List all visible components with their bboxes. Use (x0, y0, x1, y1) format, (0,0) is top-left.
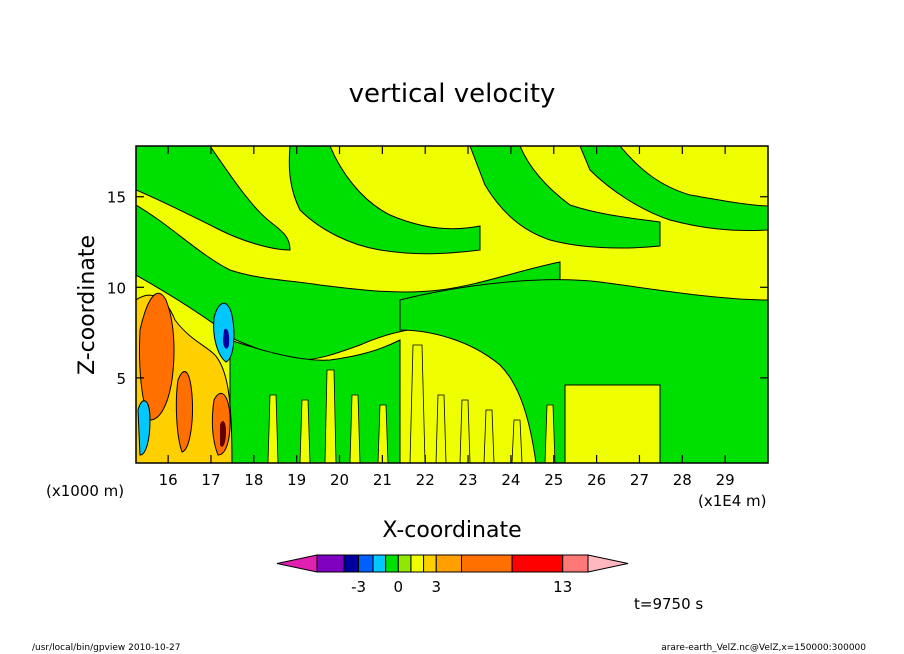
x-axis-label: X-coordinate (382, 518, 521, 543)
colorbar-swatch (461, 554, 513, 573)
x-tick-label: 25 (544, 471, 563, 489)
x-axis-ticks: 16 17 18 19 20 21 22 23 24 25 26 27 28 29 (159, 146, 735, 489)
x-tick-label: 24 (501, 471, 520, 489)
x-tick-label: 18 (244, 471, 263, 489)
colorbar-tick-label: -3 (351, 578, 366, 596)
colorbar-tick-label: 13 (553, 578, 572, 596)
green-band (399, 279, 768, 463)
colorbar-swatch (410, 554, 425, 573)
colorbar-swatch (397, 554, 412, 573)
green-band (288, 146, 481, 255)
y-tick-label: 15 (107, 189, 126, 207)
colorbar-arrow-left (276, 554, 318, 573)
colorbar-swatch (562, 554, 589, 573)
x-tick-label: 17 (201, 471, 220, 489)
y-axis-ticks: 5 10 15 (107, 189, 768, 388)
colorbar-swatch (385, 554, 399, 573)
colorbar-tick-label: 0 (394, 578, 404, 596)
core-darkred (220, 420, 226, 447)
y-tick-label: 10 (107, 279, 126, 297)
colorbar-swatch (423, 554, 437, 573)
colorbar-swatch (316, 554, 345, 573)
yellow-streaks (267, 344, 556, 463)
x-unit-right: (x1E4 m) (698, 492, 767, 510)
colorbar-swatch (358, 554, 374, 573)
x-tick-label: 27 (630, 471, 649, 489)
colorbar-arrow-right (587, 554, 629, 573)
y-tick-label: 5 (116, 370, 126, 388)
downdraft-blue (223, 328, 230, 349)
x-tick-label: 29 (716, 471, 735, 489)
y-axis-label: Z-coordinate (75, 235, 100, 375)
footer-left: /usr/local/bin/gpview 2010-10-27 (32, 643, 180, 653)
updraft-orange (139, 292, 175, 421)
x-tick-label: 16 (159, 471, 178, 489)
colorbar-swatch (511, 554, 564, 573)
x-tick-label: 23 (459, 471, 478, 489)
chart-title: vertical velocity (349, 79, 556, 109)
x-tick-label: 21 (373, 471, 392, 489)
colorbar-swatch (435, 554, 463, 573)
time-label: t=9750 s (634, 595, 703, 613)
x-unit-left: (x1000 m) (46, 482, 124, 500)
colorbar-swatch (372, 554, 387, 573)
footer-right: arare-earth_VelZ.nc@VelZ,x=150000:300000 (661, 643, 866, 653)
green-band (579, 146, 768, 231)
x-tick-label: 20 (330, 471, 349, 489)
x-tick-label: 19 (287, 471, 306, 489)
colorbar (276, 554, 629, 573)
green-band (469, 146, 661, 249)
colorbar-swatch (343, 554, 360, 573)
x-tick-label: 22 (416, 471, 435, 489)
x-tick-label: 26 (587, 471, 606, 489)
updraft-orange (175, 371, 193, 453)
downdraft-cyan (137, 400, 151, 456)
contour-field (136, 146, 768, 463)
x-tick-label: 28 (673, 471, 692, 489)
colorbar-tick-labels: -3 0 3 13 (351, 578, 572, 596)
green-band (136, 146, 291, 251)
colorbar-tick-label: 3 (431, 578, 441, 596)
plot-frame (135, 145, 769, 464)
